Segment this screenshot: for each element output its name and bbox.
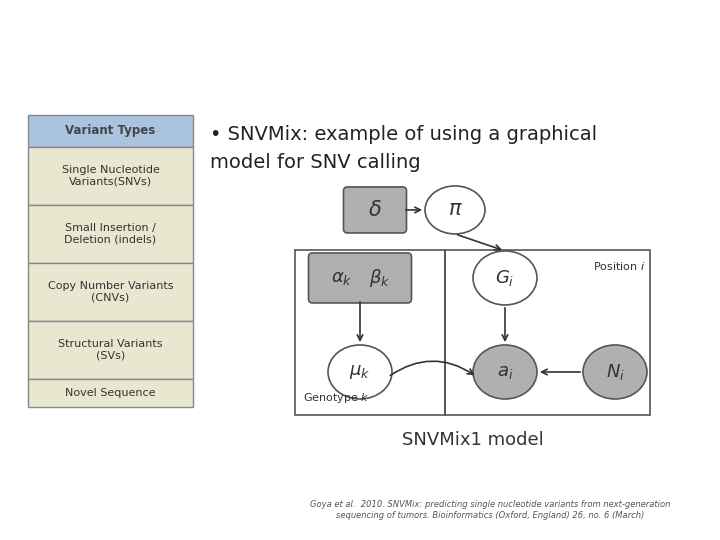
Bar: [28, 115, 193, 147]
Text: $G_i$: $G_i$: [495, 268, 515, 288]
Text: $\beta_k$: $\beta_k$: [369, 267, 391, 289]
Bar: [28, 263, 193, 321]
Text: Copy Number Variants
(CNVs): Copy Number Variants (CNVs): [48, 281, 174, 303]
Text: $\alpha_k$: $\alpha_k$: [331, 269, 353, 287]
Ellipse shape: [425, 186, 485, 234]
Text: Structural Variants
(SVs): Structural Variants (SVs): [58, 339, 163, 361]
Ellipse shape: [473, 345, 537, 399]
Ellipse shape: [328, 345, 392, 399]
Bar: [445, 250, 650, 415]
Text: $N_i$: $N_i$: [606, 362, 624, 382]
Text: Variant Types: Variant Types: [66, 124, 156, 137]
Ellipse shape: [583, 345, 647, 399]
Text: $\pi$: $\pi$: [448, 200, 462, 219]
Ellipse shape: [473, 251, 537, 305]
Text: $a_i$: $a_i$: [497, 363, 513, 381]
Bar: [295, 250, 445, 415]
Text: $\mu_k$: $\mu_k$: [349, 363, 371, 381]
Text: $\delta$: $\delta$: [368, 200, 382, 220]
Text: Novel Sequence: Novel Sequence: [66, 388, 156, 398]
Text: Goya et al.  2010. SNVMix: predicting single nucleotide variants from next-gener: Goya et al. 2010. SNVMix: predicting sin…: [310, 500, 670, 521]
Bar: [28, 321, 193, 379]
FancyBboxPatch shape: [343, 187, 407, 233]
Text: Genotype $k$: Genotype $k$: [303, 391, 369, 405]
Text: Position $i$: Position $i$: [593, 260, 645, 272]
Bar: [28, 147, 193, 205]
Text: • SNVMix: example of using a graphical
model for SNV calling: • SNVMix: example of using a graphical m…: [210, 125, 597, 172]
Text: Small Insertion /
Deletion (indels): Small Insertion / Deletion (indels): [64, 223, 156, 245]
Text: SNVMix1 model: SNVMix1 model: [402, 431, 544, 449]
Bar: [28, 379, 193, 407]
Bar: [28, 205, 193, 263]
Text: Single Nucleotide
Variants(SNVs): Single Nucleotide Variants(SNVs): [62, 165, 159, 187]
Text: SNV Calling Approaches: SNV Calling Approaches: [154, 25, 566, 55]
FancyBboxPatch shape: [308, 253, 412, 303]
